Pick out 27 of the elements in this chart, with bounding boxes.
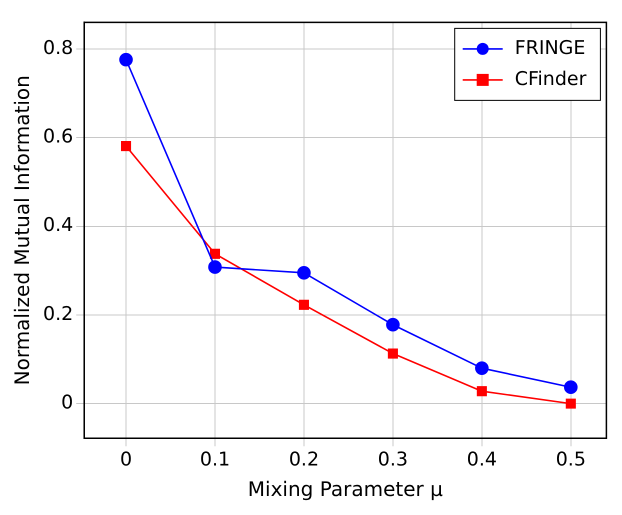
y-tick-label: 0.6	[43, 126, 74, 148]
point	[475, 361, 489, 375]
y-tick-label: 0.8	[43, 36, 74, 59]
x-tick-label: 0.5	[556, 448, 586, 471]
point	[297, 266, 311, 280]
y-tick-label: 0.4	[43, 214, 74, 236]
point	[566, 398, 576, 409]
point	[476, 386, 487, 396]
point	[120, 141, 132, 152]
y-tick-label: 0	[61, 392, 74, 414]
x-tick-label: 0.3	[378, 448, 408, 471]
x-tick-label: 0.2	[288, 448, 320, 471]
x-tick-label: 0	[120, 448, 132, 471]
x-tick-label: 0.1	[200, 448, 230, 471]
legend-label: CFinder	[514, 68, 587, 90]
point	[208, 260, 222, 274]
point	[298, 300, 309, 310]
y-tick-label: 0.2	[43, 302, 74, 325]
x-tick-label: 0.4	[466, 448, 497, 471]
x-axis-title: Mixing Parameter μ	[248, 477, 444, 502]
point	[210, 248, 220, 259]
legend-label: FRINGE	[514, 36, 586, 59]
point	[386, 318, 400, 332]
point	[119, 52, 133, 66]
point	[388, 348, 398, 359]
y-axis-title: Normalized Mutual Information	[10, 75, 34, 386]
point	[564, 380, 578, 394]
